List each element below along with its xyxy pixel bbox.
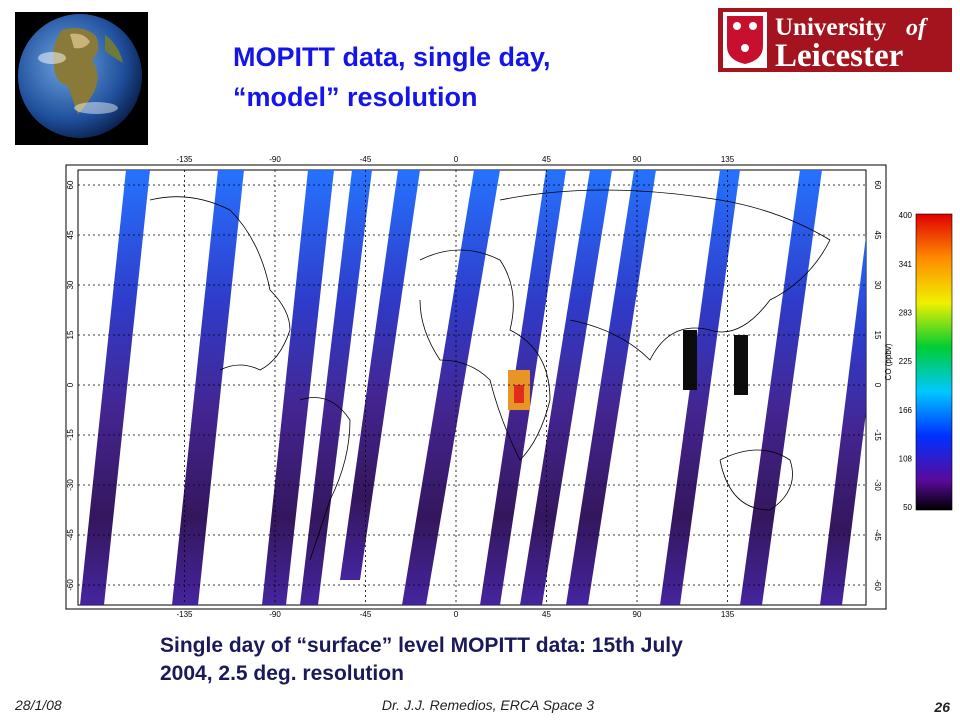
lat-tick-label: 45: [66, 230, 75, 239]
lon-tick-label: -45: [360, 610, 372, 619]
colorbar-tick-label: 225: [899, 357, 913, 366]
lon-tick-label: 135: [721, 610, 735, 619]
lon-tick-label: -135: [176, 155, 193, 164]
lat-tick-label: 60: [873, 181, 882, 190]
colorbar-tick-label: 166: [899, 406, 913, 415]
logo-text: Leicester: [775, 38, 903, 74]
lat-tick-label: -60: [66, 579, 75, 591]
footer-date: 28/1/08: [14, 697, 62, 713]
lat-tick-label: -45: [66, 529, 75, 541]
colorbar-tick-label: 341: [899, 260, 913, 269]
colorbar-tick-label: 283: [899, 308, 913, 317]
lon-tick-label: 0: [454, 155, 459, 164]
lat-tick-label: 15: [873, 331, 882, 340]
page-number: 26: [933, 699, 950, 715]
lat-tick-label: 30: [873, 281, 882, 290]
colorbar-tick-label: 108: [899, 454, 913, 463]
lat-tick-label: -30: [66, 479, 75, 491]
lat-tick-label: -60: [873, 579, 882, 591]
lat-tick-label: -15: [66, 429, 75, 441]
lon-tick-label: 45: [542, 155, 551, 164]
title-line: “model” resolution: [233, 82, 478, 112]
title-line: MOPITT data, single day,: [233, 42, 551, 72]
colorbar-tick-label: 400: [899, 211, 913, 220]
lat-tick-label: 0: [66, 382, 75, 387]
colorbar-tick-label: 50: [903, 503, 912, 512]
lat-tick-label: 45: [873, 231, 882, 240]
caption: 2004, 2.5 deg. resolution: [160, 662, 404, 685]
lon-tick-label: -90: [269, 610, 281, 619]
footer-author: Dr. J.J. Remedios, ERCA Space 3: [382, 697, 594, 713]
lat-tick-label: 60: [66, 180, 75, 189]
colorbar-label: CO (ppbv): [884, 343, 893, 380]
lat-tick-label: -45: [873, 529, 882, 541]
lon-tick-label: 90: [633, 610, 642, 619]
co-map: [65, 164, 953, 610]
logo-text: of: [906, 15, 928, 41]
lon-tick-label: 45: [542, 610, 551, 619]
caption: Single day of “surface” level MOPITT dat…: [160, 634, 683, 657]
lon-tick-label: 0: [454, 610, 459, 619]
lat-tick-label: 30: [66, 280, 75, 289]
globe-image: [15, 12, 148, 145]
lat-tick-label: -15: [873, 429, 882, 441]
lon-tick-label: -135: [176, 610, 193, 619]
lat-tick-label: 0: [873, 383, 882, 388]
colorbar: [915, 213, 953, 511]
lat-tick-label: 15: [66, 330, 75, 339]
logo-text: University: [775, 14, 887, 41]
lon-tick-label: 90: [633, 155, 642, 164]
lon-tick-label: -90: [269, 155, 281, 164]
lon-tick-label: -45: [360, 155, 372, 164]
satellite-swaths: [80, 170, 866, 605]
lon-tick-label: 135: [721, 155, 735, 164]
lat-tick-label: -30: [873, 479, 882, 491]
university-logo: University of Leicester: [718, 8, 952, 74]
